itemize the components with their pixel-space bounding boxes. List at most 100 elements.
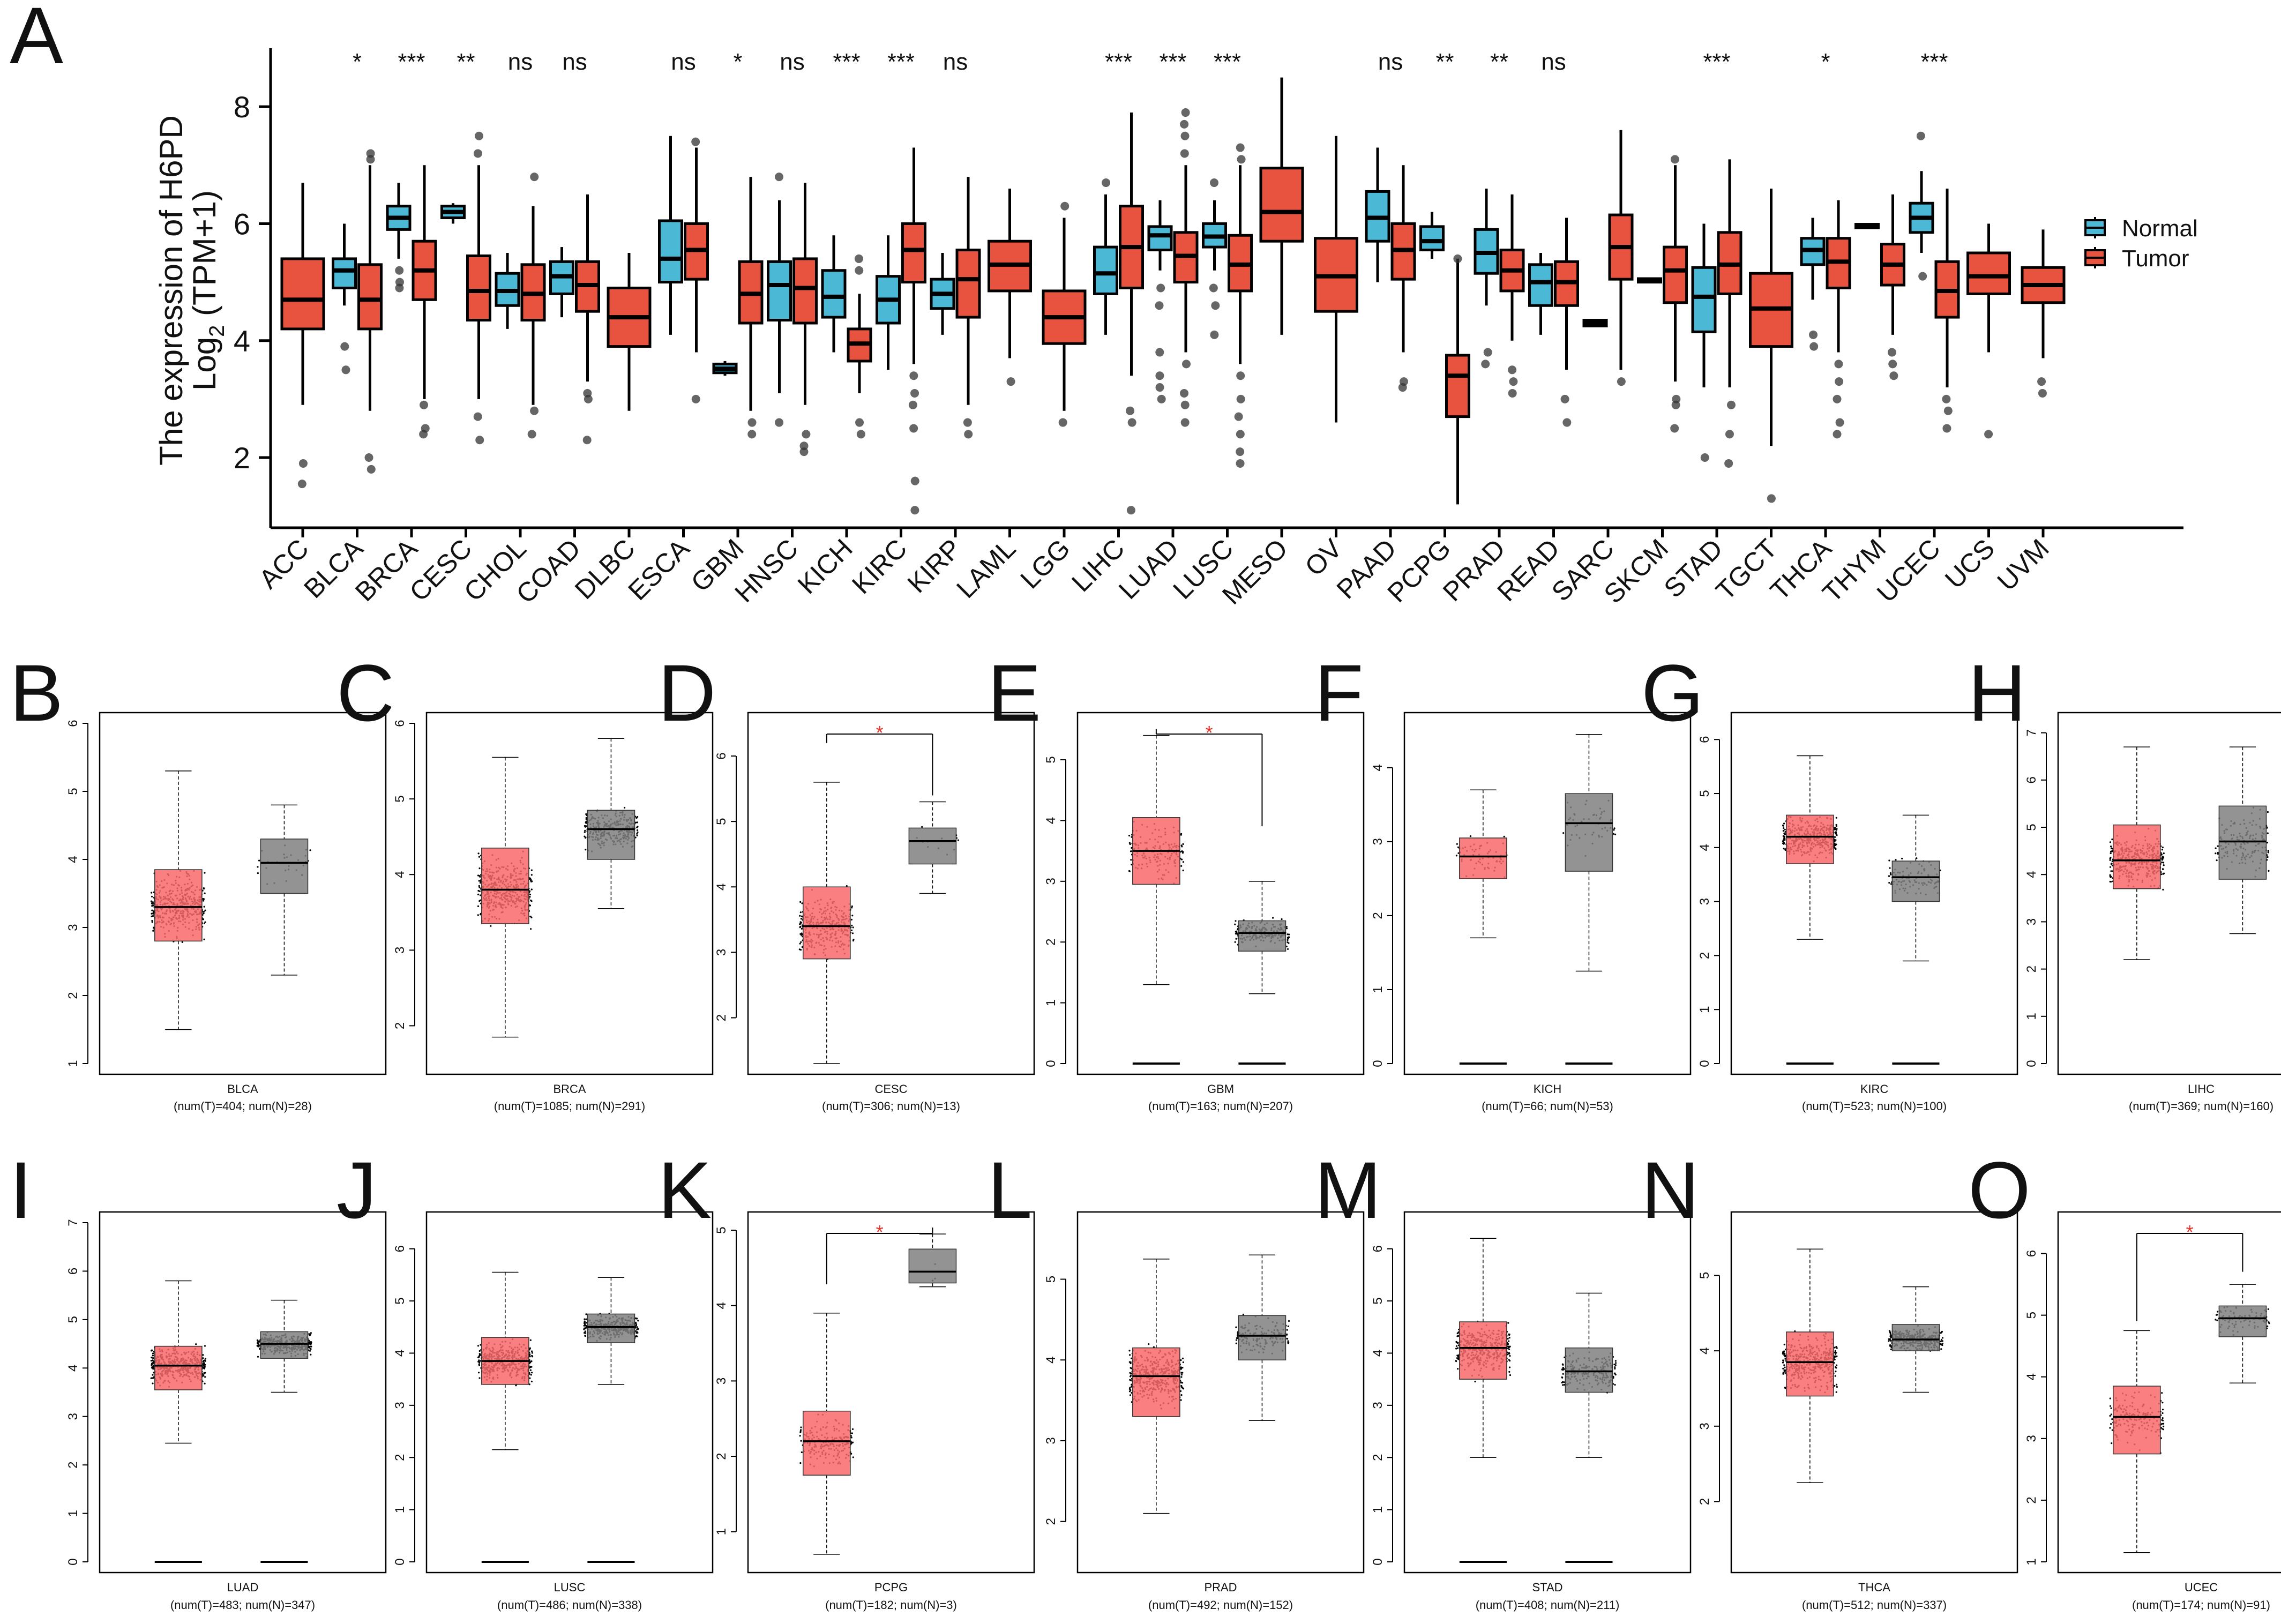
jitter-point (2163, 864, 2165, 866)
outlier-point (367, 465, 376, 474)
y-axis-label: The expression of H6PD (153, 115, 189, 466)
jitter-point (2162, 888, 2164, 890)
jitter-point (530, 1380, 533, 1382)
jitter-point (478, 1355, 481, 1357)
cancer-label: KICH (1534, 1082, 1562, 1096)
box (901, 222, 926, 284)
jitter-point (203, 912, 205, 915)
x-tick-label: BRCA (349, 533, 423, 607)
jitter-point (1234, 923, 1236, 925)
outlier-point (747, 418, 757, 427)
jitter-point (1288, 933, 1290, 936)
jitter-point (478, 886, 481, 888)
outlier-point (366, 155, 375, 164)
outlier-point (691, 394, 700, 403)
jitter-point (635, 821, 637, 824)
jitter-point (2110, 847, 2113, 849)
jitter-point (309, 1334, 311, 1336)
jitter-point (850, 929, 853, 931)
jitter-point (1272, 917, 1274, 919)
outlier-point (474, 131, 483, 140)
outlier-point (1236, 143, 1245, 152)
jitter-point (181, 941, 183, 943)
x-tick-label: KIRC (846, 533, 913, 600)
jitter-point (2109, 859, 2111, 861)
jitter-point (2111, 839, 2113, 841)
jitter-point (1782, 830, 1785, 832)
tumor-box (1228, 143, 1253, 468)
jitter-point (1456, 843, 1458, 845)
outlier-point (910, 388, 919, 398)
jitter-point (852, 939, 855, 941)
jitter-point (203, 922, 205, 925)
jitter-point (258, 1341, 260, 1343)
outlier-point (1617, 377, 1626, 386)
plot-frame (747, 712, 1035, 1075)
jitter-point (151, 1357, 153, 1359)
outlier-point (1236, 459, 1245, 468)
outlier-point (298, 459, 308, 468)
y-tick-label: 5 (393, 795, 407, 802)
normal-box (658, 136, 683, 335)
jitter-point (801, 902, 803, 904)
jitter-point (477, 905, 480, 907)
box (154, 869, 203, 942)
normal-box (1691, 223, 1717, 462)
y-tick-label: 6 (66, 1268, 80, 1275)
jitter-point (584, 835, 586, 837)
tumor-box (607, 253, 652, 411)
outlier-point (1102, 178, 1111, 188)
jitter-point (530, 1360, 533, 1363)
jitter-point (851, 905, 853, 908)
y-tick-label: 4 (1371, 764, 1385, 771)
box (2113, 824, 2161, 889)
box (587, 810, 635, 860)
cancer-group-ucec: ***UCEC (1871, 49, 1960, 608)
jitter-point (478, 856, 481, 858)
outlier-point (908, 400, 917, 409)
jitter-point (152, 915, 154, 917)
significance-label: ** (457, 49, 475, 75)
jitter-point (257, 866, 259, 868)
jitter-point (1287, 937, 1289, 939)
plot-frame (425, 712, 714, 1075)
box (792, 257, 818, 325)
tumor-box (2021, 229, 2066, 398)
y-tick-label: 5 (714, 818, 729, 825)
jitter-point (1895, 859, 1897, 861)
box (1147, 225, 1173, 252)
jitter-point (799, 923, 801, 925)
box (1093, 245, 1118, 295)
outlier-point (1562, 418, 1572, 427)
y-tick-label: 4 (66, 856, 80, 863)
jitter-point (204, 1358, 207, 1360)
jitter-point (529, 893, 532, 896)
jitter-point (531, 1372, 533, 1374)
outlier-point (1942, 394, 1951, 403)
jitter-point (1128, 835, 1131, 837)
outlier-point (473, 412, 482, 421)
jitter-point (637, 831, 639, 833)
jitter-point (1281, 918, 1283, 920)
jitter-point (490, 925, 492, 927)
significance-label: *** (887, 49, 915, 75)
outlier-point (1237, 155, 1246, 164)
jitter-point (2111, 850, 2113, 852)
outlier-point (1835, 377, 1844, 386)
jitter-point (1180, 865, 1183, 867)
outlier-point (1180, 131, 1190, 140)
significance-label: ns (508, 49, 533, 75)
outlier-point (1481, 360, 1490, 369)
y-tick-label: 3 (1697, 898, 1712, 905)
jitter-point (585, 817, 587, 819)
outlier-point (1157, 394, 1166, 403)
jitter-point (1562, 832, 1565, 834)
sample-count-caption: (num(T)=369; num(N)=160) (2129, 1099, 2273, 1113)
jitter-point (150, 900, 153, 902)
box (332, 257, 357, 289)
outlier-point (473, 149, 482, 158)
significance-label: ns (1378, 49, 1403, 75)
jitter-point (152, 1377, 154, 1379)
